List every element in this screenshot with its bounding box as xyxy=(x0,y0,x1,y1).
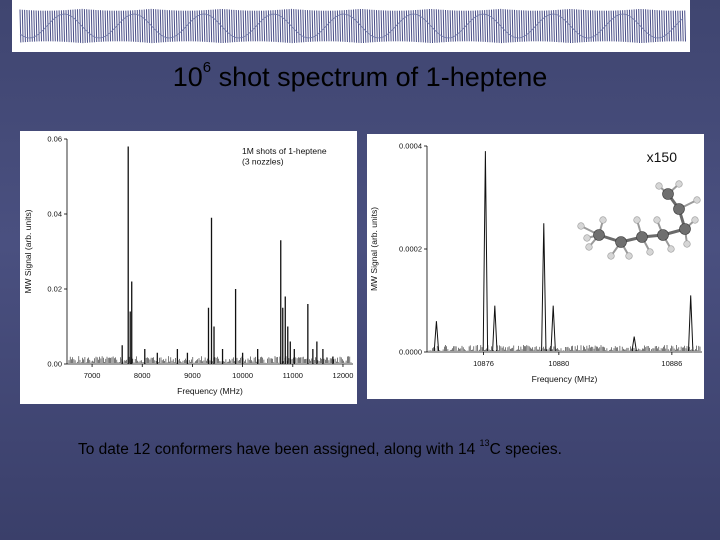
y-tick-label: 0.02 xyxy=(47,285,62,294)
x-tick-label: 12000 xyxy=(333,371,354,380)
x-tick-label: 10000 xyxy=(232,371,253,380)
baseline-noise xyxy=(68,356,352,363)
spectrum-peak xyxy=(541,223,547,352)
title-base: 10 xyxy=(172,62,203,92)
carbon-atom xyxy=(657,229,669,241)
caption-before: To date 12 conformers have been assigned… xyxy=(78,441,480,459)
y-tick-label: 0.0000 xyxy=(399,348,422,357)
hydrogen-atom xyxy=(693,196,701,204)
x-axis-label: Frequency (MHz) xyxy=(532,374,598,384)
hydrogen-atom xyxy=(585,243,593,251)
x-tick-label: 11000 xyxy=(283,371,303,380)
hydrogen-atom xyxy=(607,252,615,260)
caption: To date 12 conformers have been assigned… xyxy=(78,438,562,459)
caption-after: C species. xyxy=(489,441,562,459)
carbon-atom xyxy=(593,229,605,241)
x-tick-label: 7000 xyxy=(84,371,101,380)
carbon-atom xyxy=(662,188,674,200)
chart-annotation: (3 nozzles) xyxy=(242,157,284,167)
x-tick-label: 9000 xyxy=(184,371,201,380)
zoomed-spectrum-chart: 10876 10880 10886 0.0000 0.0002 0.0004 Frequen… xyxy=(369,142,702,384)
hydrogen-atom xyxy=(646,248,654,256)
hydrogen-atom xyxy=(583,234,591,242)
y-tick-label: 0.0004 xyxy=(399,142,422,151)
spectrum-peak xyxy=(631,336,637,352)
x-tick-label: 10880 xyxy=(548,359,569,368)
molecule-illustration xyxy=(577,180,701,260)
spectrum-peak xyxy=(492,305,498,352)
y-axis-label: MW Signal (arb. units) xyxy=(23,209,33,293)
hydrogen-atom xyxy=(667,245,675,253)
spectrum-peak xyxy=(433,321,440,352)
carbon-atom xyxy=(673,203,685,215)
y-tick-label: 0.00 xyxy=(47,360,62,369)
y-tick-label: 0.06 xyxy=(47,135,62,144)
banner-wave xyxy=(19,13,684,39)
chart-annotation: x150 xyxy=(647,149,678,165)
y-axis-label: MW Signal (arb. units) xyxy=(369,207,379,291)
full-spectrum-chart: 7000 8000 9000 10000 11000 12000 0.00 0.02 0.04 0… xyxy=(23,135,354,397)
hydrogen-atom xyxy=(633,216,641,224)
slide-title: 106 shot spectrum of 1-heptene xyxy=(0,59,720,93)
caption-isotope: 13 xyxy=(479,438,490,448)
carbon-atom xyxy=(615,236,627,248)
hydrogen-atom xyxy=(655,182,663,190)
x-tick-label: 8000 xyxy=(134,371,151,380)
top-banner xyxy=(12,0,690,52)
hydrogen-atom xyxy=(577,222,585,230)
banner-pattern xyxy=(19,8,686,44)
hydrogen-atom xyxy=(625,252,633,260)
hydrogen-atom xyxy=(599,216,607,224)
x-tick-label: 10886 xyxy=(661,359,682,368)
x-tick-label: 10876 xyxy=(473,359,494,368)
spectrum-peak xyxy=(687,295,694,352)
x-axis-label: Frequency (MHz) xyxy=(177,386,243,396)
zoomed-spectrum-panel: 10876 10880 10886 0.0000 0.0002 0.0004 Frequen… xyxy=(367,134,704,399)
spectrum-peak xyxy=(550,305,556,352)
spectrum-peak xyxy=(482,151,489,352)
banner-stripes xyxy=(19,8,686,44)
carbon-atom xyxy=(679,223,691,235)
hydrogen-atom xyxy=(675,180,683,188)
hydrogen-atom xyxy=(683,240,691,248)
hydrogen-atom xyxy=(691,216,699,224)
hydrogen-atom xyxy=(653,216,661,224)
chart-annotation: 1M shots of 1-heptene xyxy=(242,146,327,156)
y-tick-label: 0.04 xyxy=(47,210,62,219)
title-rest: shot spectrum of 1-heptene xyxy=(211,62,548,92)
carbon-atom xyxy=(636,231,648,243)
baseline-noise xyxy=(428,345,701,351)
title-exponent: 6 xyxy=(202,59,212,76)
y-tick-label: 0.0002 xyxy=(399,245,422,254)
full-spectrum-panel: 7000 8000 9000 10000 11000 12000 0.00 0.02 0.04 0… xyxy=(20,131,357,404)
